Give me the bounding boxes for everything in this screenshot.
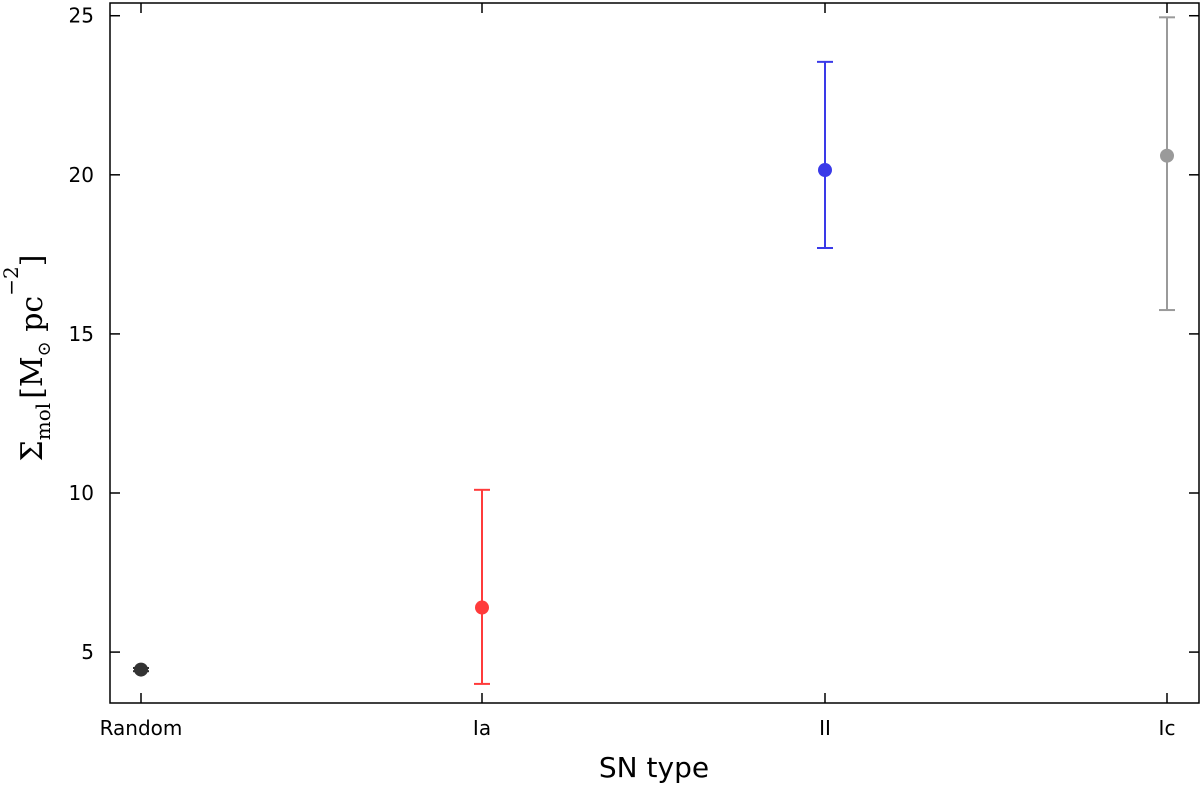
y-tick-label: 10 [69,481,94,505]
y-axis-unit-close: ] [15,255,50,267]
y-axis-unit-mid: pc [15,296,50,342]
y-axis-symbol: Σ [15,440,50,461]
y-axis-unit-sun: ⊙ [34,341,55,356]
y-tick-label: 25 [69,4,94,28]
y-axis-subscript: mol [31,403,55,440]
point-ia [475,600,489,615]
data-marks [133,16,1175,685]
y-axis-unit-open: [M [15,356,50,398]
point-group-random [133,662,149,677]
point-ic [1160,148,1174,163]
x-axis: Random Ia II Ic [100,3,1176,740]
y-axis-title: Σmol [M⊙ pc−2] [0,255,55,462]
x-tick-label-ia: Ia [473,716,491,740]
point-group-ic [1159,16,1175,312]
point-random [134,662,148,677]
y-axis-unit-exp: −2 [0,266,23,295]
y-tick-label: 5 [81,640,94,664]
y-tick-label: 20 [69,163,94,187]
point-group-ii [817,60,833,249]
x-tick-label-random: Random [100,716,183,740]
svg-text:Σmol[M⊙ pc−2]: Σmol [M⊙ pc−2] [0,255,55,462]
x-axis-title: SN type [599,751,709,784]
point-ii [818,163,832,178]
plot-frame [109,2,1200,704]
y-tick-label: 15 [69,322,94,346]
point-group-ia [474,488,490,685]
y-axis: 5 10 15 20 25 [69,4,1199,664]
x-tick-label-ii: II [819,716,831,740]
x-tick-label-ic: Ic [1159,716,1176,740]
